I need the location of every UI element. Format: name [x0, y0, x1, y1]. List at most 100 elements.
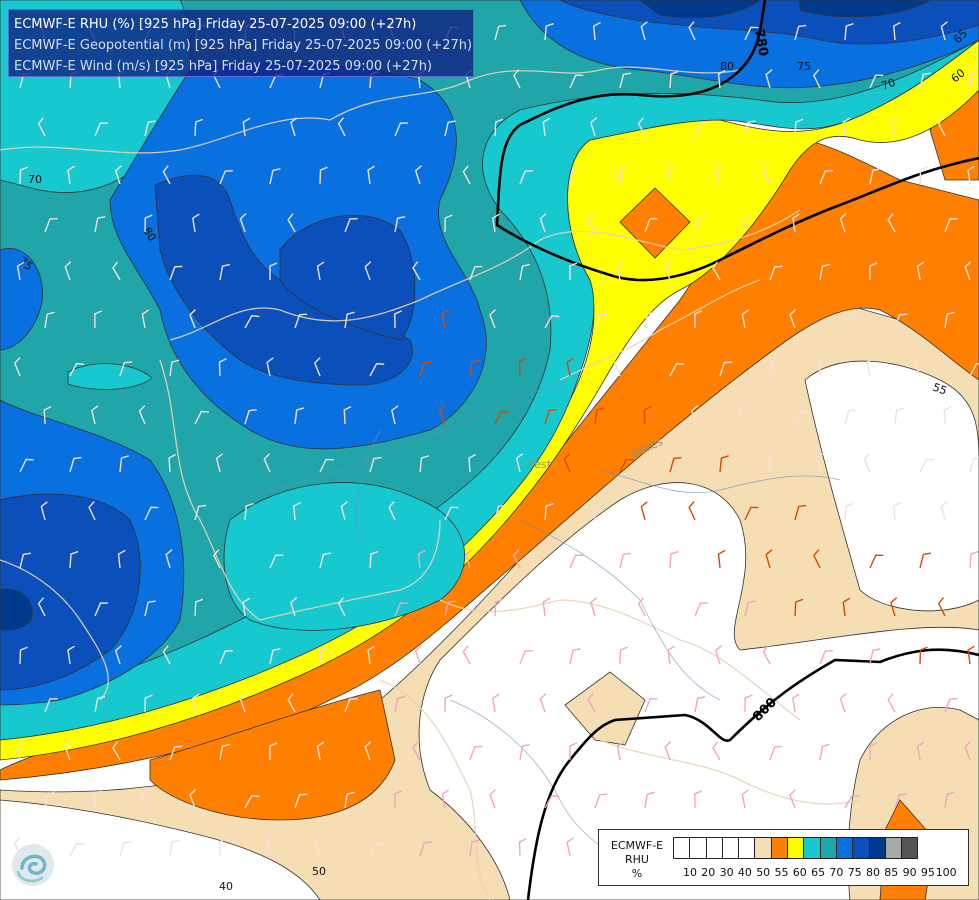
wind-barb	[819, 743, 831, 761]
wind-barb	[414, 165, 422, 185]
wind-barb	[717, 69, 726, 89]
wind-barb	[590, 117, 598, 137]
wind-barb	[412, 261, 421, 281]
title-line-wind: ECMWF-E Wind (m/s) [925 hPa] Friday 25-0…	[14, 59, 433, 74]
wind-barb	[844, 23, 854, 41]
legend-tick-label: 50	[756, 866, 771, 879]
wind-barb	[112, 741, 121, 761]
rhu-contour-label: 75	[797, 60, 811, 73]
wind-barb	[218, 838, 227, 857]
wind-barb	[587, 213, 596, 233]
legend-tick-label: 95	[920, 866, 935, 879]
wind-barb	[266, 357, 274, 377]
wind-barb	[644, 311, 655, 329]
title-box: ECMWF-E RHU (%) [925 hPa] Friday 25-07-2…	[8, 9, 474, 77]
wind-barb	[469, 359, 480, 377]
wind-barb	[69, 456, 82, 473]
wind-barb	[244, 409, 257, 425]
wind-barb	[239, 213, 247, 233]
legend-swatch	[884, 837, 903, 859]
wind-barb	[741, 789, 750, 809]
wind-barb	[762, 165, 771, 185]
wind-barb	[765, 69, 773, 89]
wind-barb	[667, 645, 675, 665]
wind-barb	[269, 262, 278, 280]
wind-barb	[712, 741, 721, 761]
wind-barb	[937, 597, 946, 617]
wind-barb	[844, 409, 857, 425]
wind-barb	[489, 789, 496, 809]
wind-barb	[319, 458, 334, 473]
wind-barb	[842, 597, 851, 617]
legend-tick-label: 30	[719, 866, 734, 879]
wind-barb	[465, 549, 473, 569]
wind-barb	[769, 265, 783, 281]
wind-barb	[313, 837, 321, 857]
wind-barb	[64, 261, 72, 281]
wind-barb	[969, 70, 979, 89]
wind-barb	[813, 549, 821, 569]
wind-barb	[619, 72, 632, 89]
wind-barb	[494, 24, 507, 41]
wind-barb	[744, 506, 759, 521]
wind-barb	[494, 410, 510, 425]
wind-barb	[694, 790, 702, 809]
wind-barb	[394, 790, 402, 809]
wind-barb	[64, 741, 72, 761]
wind-barb	[169, 839, 180, 857]
legend-swatch	[901, 837, 919, 859]
wind-barb	[293, 501, 301, 521]
rhu-contour-label: 40	[219, 880, 233, 893]
wind-barb	[337, 117, 346, 137]
wind-barb	[792, 693, 800, 713]
wind-barb	[844, 503, 854, 521]
wind-barb	[644, 217, 658, 233]
wind-barb	[165, 549, 173, 569]
geopotential-780-isoline	[495, 0, 979, 282]
wind-barb	[162, 165, 171, 185]
legend-unit: %	[631, 867, 643, 880]
wind-barb	[594, 407, 605, 425]
wind-barb	[19, 458, 34, 473]
wind-barb	[13, 357, 21, 377]
wind-barb	[943, 406, 952, 425]
wind-barb	[394, 215, 406, 233]
wind-barb	[239, 693, 247, 713]
wind-barb	[590, 597, 598, 617]
wind-barb	[940, 21, 948, 41]
wind-barb	[842, 117, 851, 137]
wind-barb	[269, 554, 284, 569]
wind-barb	[94, 790, 102, 809]
wind-barb	[263, 453, 271, 473]
legend-swatch	[754, 837, 772, 859]
wind-barb	[388, 501, 396, 521]
legend-swatch	[787, 837, 805, 859]
wind-barb	[337, 597, 346, 617]
wind-barb	[544, 795, 560, 809]
wind-barb	[714, 165, 722, 185]
wind-barb	[417, 549, 426, 569]
wind-barb	[919, 646, 928, 665]
wind-barb	[967, 645, 975, 665]
wind-barb	[513, 549, 521, 569]
wind-barb	[438, 405, 446, 425]
legend-swatch	[721, 837, 740, 859]
wind-barb	[114, 165, 122, 185]
wind-barb	[468, 453, 477, 473]
wind-barb	[394, 695, 406, 713]
wind-barb	[839, 693, 847, 713]
wind-barb	[669, 456, 682, 473]
wind-barb	[643, 406, 652, 425]
wind-barb	[569, 648, 581, 665]
wind-barb	[44, 697, 58, 713]
wind-barb	[144, 120, 156, 137]
wind-barb	[919, 458, 934, 473]
wind-barb	[441, 309, 450, 329]
wind-barb	[141, 789, 150, 809]
wind-barb	[940, 501, 948, 521]
wind-barb	[539, 213, 547, 233]
wind-barb	[69, 550, 79, 569]
geopotential-contour-label: 780	[751, 28, 770, 57]
wind-barb	[469, 839, 480, 857]
